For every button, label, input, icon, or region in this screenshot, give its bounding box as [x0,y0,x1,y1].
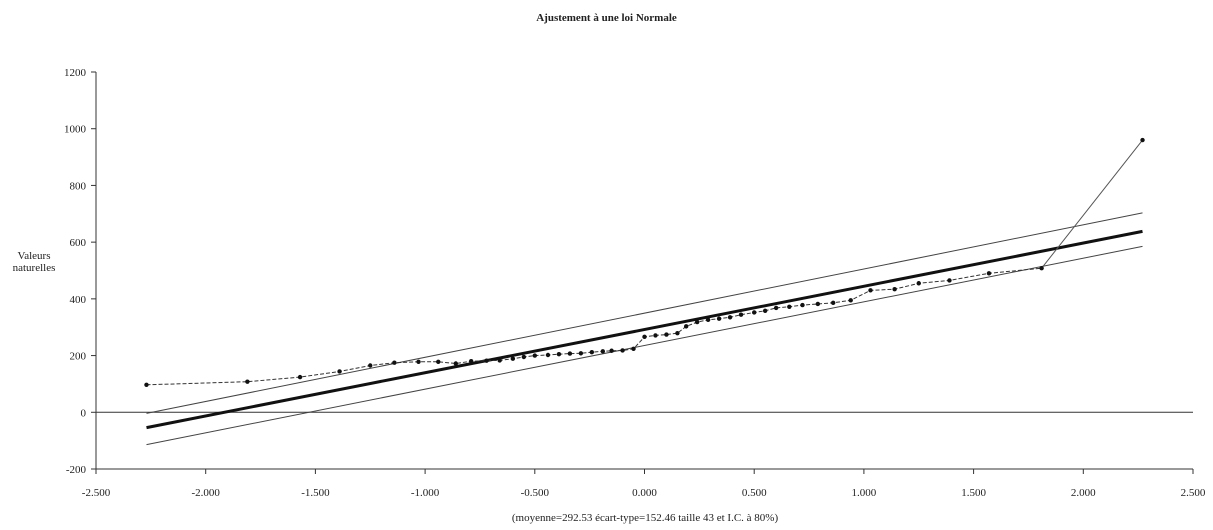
observed-point [947,278,952,283]
y-tick-label: -200 [66,464,87,476]
observed-point [532,353,537,358]
observed-point [497,358,502,363]
x-axis-label: (moyenne=292.53 écart-type=152.46 taille… [511,512,779,524]
observed-point [653,333,658,338]
y-tick-label: 600 [70,237,87,249]
observed-point [664,332,669,337]
observed-point [297,374,303,380]
observed-point [675,330,680,336]
chart-title: Ajustement à une loi Normale [536,12,677,24]
observed-point [416,359,421,365]
observed-point [567,351,573,356]
x-tick-label: 1.000 [852,487,877,499]
observed-point [600,349,606,354]
observed-point [752,310,757,315]
y-tick-label: 0 [81,407,87,419]
observed-point [631,346,636,351]
observed-point [521,354,527,360]
x-tick-label: -0.500 [521,487,550,499]
y-tick-label: 200 [70,351,87,363]
observed-point [762,308,768,313]
observed-line [146,267,1042,386]
y-axis-label-line-2: naturelles [12,262,56,274]
observed-point [144,382,149,387]
observed-point [556,351,562,357]
observed-point [392,360,397,365]
observed-point [716,316,722,321]
observed-point [800,302,805,308]
observed-point [1039,266,1044,271]
observed-point [830,300,836,306]
x-tick-label: -2.500 [82,487,111,499]
observed-point [848,298,853,303]
y-axis-label-line-1: Valeurs [17,250,51,262]
fit-line [146,229,1143,430]
observed-point [694,319,700,325]
observed-point [620,348,625,353]
y-axis-label: Valeurs naturelles [8,250,60,274]
observed-point [468,359,474,364]
observed-point [545,352,551,358]
observed-point [453,361,459,366]
y-tick-label: 400 [70,294,87,306]
observed-point [815,301,821,307]
observed-point [578,351,584,356]
ci-lower-line [146,245,1143,446]
axes: -200 0 200 400 600 800 1000 1200 -2.500 -2.000 -1.… [64,67,1206,499]
observed-point [642,334,647,340]
observed-point [484,358,489,363]
y-tick-label: 800 [70,180,87,192]
observed-point [436,359,441,365]
observed-point [787,304,792,309]
x-tick-label: 2.500 [1181,487,1206,499]
series-group [144,137,1145,446]
observed-point [868,288,873,293]
x-tick-label: 1.500 [961,487,986,499]
x-tick-label: 0.000 [632,487,657,499]
observed-point [705,317,711,323]
y-tick-label: 1200 [64,67,87,79]
observed-point [738,312,744,317]
observed-point [245,379,250,384]
y-tick-label: 1000 [64,124,87,136]
observed-point [589,349,595,355]
observed-point [337,369,342,374]
x-tick-label: 0.500 [742,487,767,499]
observed-point [683,324,689,329]
observed-point [773,305,779,311]
observed-point [609,348,614,353]
x-tick-label: 2.000 [1071,487,1096,499]
observed-point [986,271,992,276]
observed-point [368,363,373,368]
observed-point [916,281,921,286]
x-tick-label: -1.500 [301,487,330,499]
observed-last-segment [1041,139,1143,269]
observed-point [1140,137,1145,143]
observed-point [510,356,516,361]
x-tick-label: -2.000 [191,487,220,499]
ci-upper-line [146,212,1143,414]
x-tick-label: -1.000 [411,487,440,499]
observed-point [892,287,897,292]
observed-point [727,315,733,320]
